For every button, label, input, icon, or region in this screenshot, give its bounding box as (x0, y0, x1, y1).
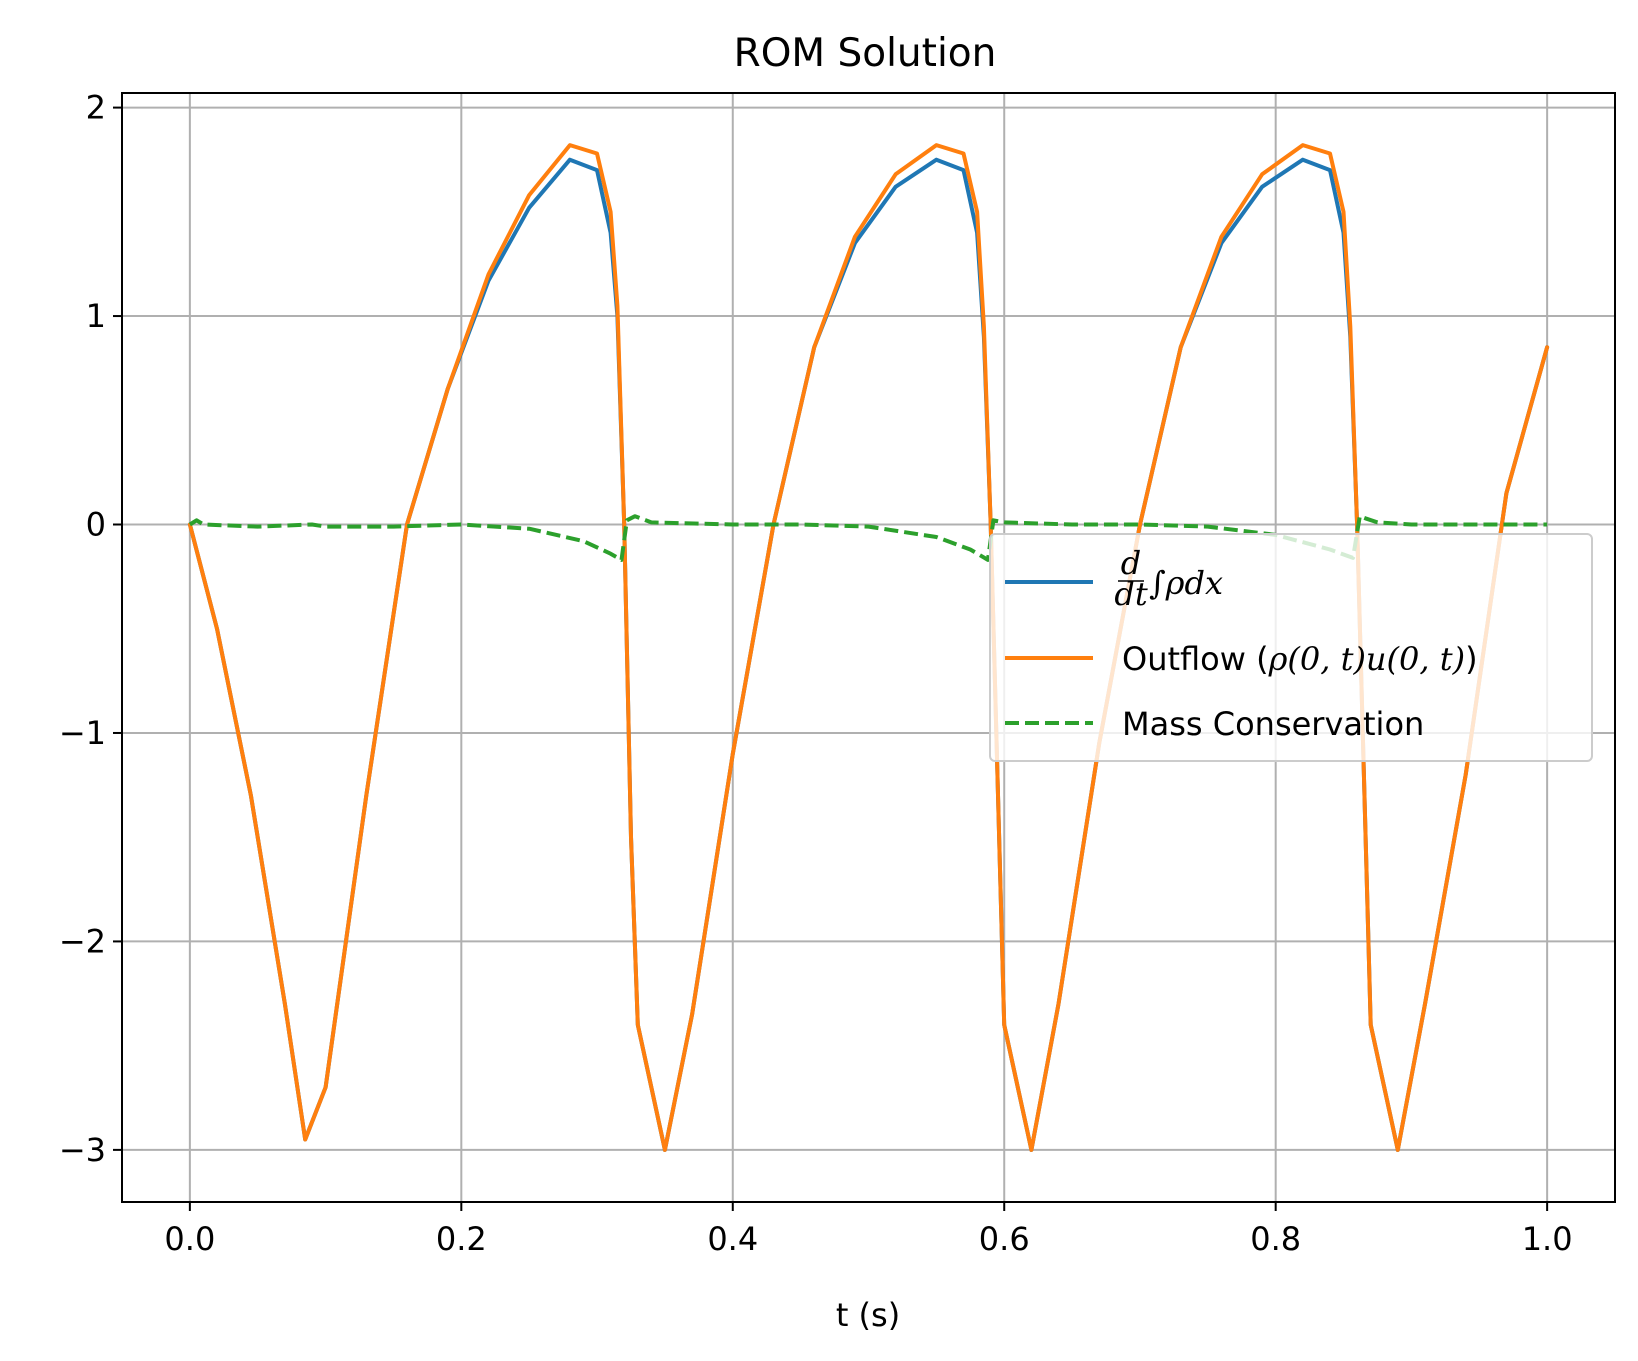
legend-label-series-1: d dt ∫ρdx (1114, 544, 1223, 613)
plot-frame (121, 92, 1616, 1203)
legend-outflow-close: ) (1465, 640, 1477, 678)
x-axis-label: t (s) (836, 1296, 900, 1334)
x-tick-label: 0.2 (436, 1220, 487, 1258)
x-tick-label: 0.6 (979, 1220, 1030, 1258)
x-tick-label: 0.4 (707, 1220, 758, 1258)
x-tick-label: 0.8 (1250, 1220, 1301, 1258)
y-tick-label: 1 (86, 297, 106, 335)
grid-layer (122, 93, 1615, 1202)
y-tick-label: −1 (59, 714, 106, 752)
y-tick-label: 0 (86, 506, 106, 544)
series-line-2 (187, 143, 1550, 1152)
legend: d dt ∫ρdx Outflow (ρ(0, t)u(0, t)) Mass … (989, 533, 1593, 762)
chart-title: ROM Solution (734, 31, 997, 76)
x-tick-label: 0.0 (164, 1220, 215, 1258)
y-tick-label: −2 (59, 922, 106, 960)
legend-label-series-3: Mass Conservation (1122, 705, 1424, 743)
legend-outflow-text: Outflow ( (1122, 640, 1269, 678)
legend-box (989, 533, 1593, 762)
y-tick-label: −3 (59, 1131, 106, 1169)
legend-label-series-2: Outflow (ρ(0, t)u(0, t)) (1122, 640, 1478, 678)
legend-frac-denominator: dt (1114, 575, 1147, 613)
legend-integral-expression: ∫ρdx (1149, 564, 1223, 602)
tick-layer: 0.0 0.2 0.4 0.6 0.8 1.0 −3 −2 −1 0 1 2 (59, 89, 1573, 1258)
legend-outflow-math: ρ(0, t)u(0, t) (1268, 640, 1465, 678)
x-tick-label: 1.0 (1522, 1220, 1573, 1258)
legend-frac-numerator: d (1121, 544, 1141, 582)
y-tick-label: 2 (86, 89, 106, 127)
